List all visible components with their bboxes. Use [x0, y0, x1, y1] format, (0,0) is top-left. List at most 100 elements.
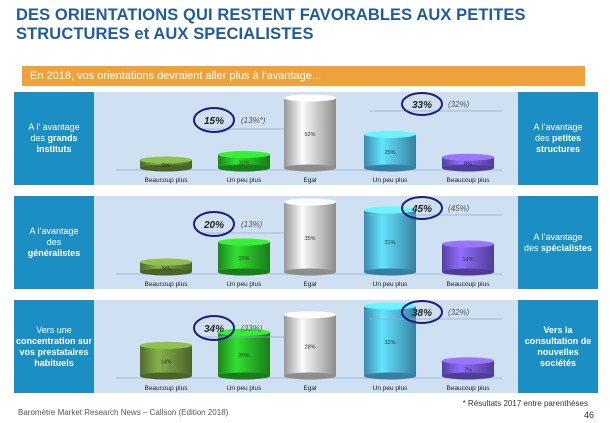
bar-top-ellipse	[364, 206, 416, 214]
bar-base-ellipse	[442, 372, 494, 380]
right-label-bold: consultation de nouvelles sociétés	[524, 335, 592, 368]
banner: En 2018, vos orientations devraient alle…	[22, 66, 585, 86]
right-label-line: A l’avantage	[533, 231, 583, 242]
left-label-line: A l’ avantage	[28, 122, 80, 132]
bar-top-ellipse	[140, 341, 192, 349]
bar-chart: 5% Beaucoup plus 15% Un peu plus 35% Egal 31% U…	[116, 196, 502, 288]
left-label-bold: grands	[47, 133, 78, 143]
category-label: Beaucoup plus	[446, 385, 490, 392]
bar	[364, 134, 416, 168]
bar-value-label: 35%	[304, 236, 315, 242]
bar-base-ellipse	[442, 268, 494, 276]
left-previous-label: (33%)	[241, 324, 263, 333]
right-label-line: des	[523, 242, 541, 253]
highlight-circle	[401, 196, 443, 220]
page-number: 46	[583, 410, 594, 420]
bar-value-label: 31%	[384, 240, 395, 246]
bar-value-label: 15%	[238, 256, 249, 262]
bar-value-label: 25%	[384, 150, 395, 156]
category-label: Egal	[303, 177, 317, 184]
bar-value-label: 20%	[238, 353, 249, 359]
category-label: Beaucoup plus	[446, 177, 490, 184]
footnote: * Résultats 2017 entre parenthèses	[462, 399, 588, 408]
right-total-label: 45%	[411, 204, 432, 215]
panel-grands-instituts: A l’ avantage des grands instituts 5% Bea…	[14, 92, 598, 185]
bar-base-ellipse	[218, 372, 270, 380]
bar-value-label: 52%	[304, 132, 315, 138]
category-label: Beaucoup plus	[144, 177, 188, 184]
left-previous-label: (13%)	[241, 220, 263, 229]
left-previous-label: (13%*)	[241, 116, 266, 125]
category-label: Beaucoup plus	[446, 281, 490, 288]
bar	[218, 242, 270, 272]
bar	[442, 244, 494, 272]
bar-base-ellipse	[284, 372, 336, 380]
bar-value-label: 7%	[464, 367, 472, 373]
bar	[364, 306, 416, 376]
left-total-label: 20%	[203, 220, 224, 231]
bar-value-label: 10%	[238, 160, 249, 166]
category-label: Egal	[303, 385, 317, 392]
left-label-box: Vers une concentration sur vos prestatai…	[14, 300, 94, 393]
category-label: Egal	[303, 281, 317, 288]
left-label-bold: concentration	[15, 335, 76, 346]
right-label-bold: spécialistes	[540, 242, 593, 253]
bar-chart: 5% Beaucoup plus 10% Un peu plus 52% Egal 25% U…	[116, 92, 502, 184]
left-total-label: 15%	[204, 116, 224, 127]
highlight-circle	[193, 107, 235, 133]
bar-base-ellipse	[364, 372, 416, 380]
left-label-line: A l’avantage	[29, 226, 79, 236]
right-previous-label: (32%)	[448, 100, 470, 109]
footer-source: Baromètre Market Research News – Callson…	[18, 408, 229, 417]
bar-base-ellipse	[140, 372, 192, 380]
left-label-line: des	[30, 133, 48, 143]
category-label: Un peu plus	[373, 281, 408, 288]
left-total-label: 34%	[204, 324, 224, 335]
bar-value-label: 32%	[384, 340, 395, 346]
bar-base-ellipse	[140, 164, 192, 172]
right-total-label: 38%	[412, 308, 432, 319]
bar-top-ellipse	[442, 153, 494, 161]
bar-base-ellipse	[284, 164, 336, 172]
bar-top-ellipse	[442, 240, 494, 248]
bar	[284, 98, 336, 168]
right-label-bold: structures	[535, 144, 580, 154]
bar	[140, 262, 192, 272]
bar	[442, 157, 494, 168]
right-label-line: A l’avantage	[533, 122, 583, 132]
left-label-bold: sur vos prestataires habituels	[19, 335, 93, 368]
left-label-bold: instituts	[36, 144, 72, 154]
right-label-bold: petites	[551, 133, 581, 143]
left-label-line: Vers une	[36, 324, 72, 335]
bar	[140, 345, 192, 376]
panel-generalistes: A l’avantage des généralistes 5% Beaucoup…	[14, 196, 598, 289]
right-label-box: Vers la consultation de nouvelles sociét…	[518, 300, 598, 393]
bar-value-label: 8%	[464, 162, 472, 168]
bar-chart: 14% Beaucoup plus 20% Un peu plus 28% Egal 32%…	[116, 300, 502, 392]
bar-value-label: 14%	[160, 360, 171, 366]
bar	[218, 154, 270, 168]
bar	[284, 202, 336, 272]
right-label-box: A l’avantage des petites structures	[518, 92, 598, 185]
bar-base-ellipse	[442, 164, 494, 172]
bar-top-ellipse	[140, 258, 192, 266]
bar	[218, 332, 270, 376]
right-previous-label: (45%)	[448, 204, 470, 213]
highlight-circle	[193, 211, 235, 237]
bar-value-label: 5%	[162, 163, 170, 169]
left-label-bold: généralistes	[27, 248, 81, 258]
bar-top-ellipse	[140, 156, 192, 164]
left-label-box: A l’avantage des généralistes	[14, 196, 94, 289]
category-label: Un peu plus	[227, 385, 262, 392]
bar-value-label: 28%	[304, 344, 315, 350]
bar-base-ellipse	[218, 268, 270, 276]
page-title: DES ORIENTATIONS QUI RESTENT FAVORABLES …	[16, 6, 526, 43]
category-label: Un peu plus	[227, 281, 262, 288]
highlight-circle	[193, 315, 235, 341]
bar	[284, 314, 336, 376]
bar-base-ellipse	[364, 164, 416, 172]
bar-top-ellipse	[284, 198, 336, 206]
bar-value-label: 5%	[162, 266, 170, 272]
left-label-box: A l’ avantage des grands instituts	[14, 92, 94, 185]
right-label-bold: Vers la	[543, 324, 573, 335]
